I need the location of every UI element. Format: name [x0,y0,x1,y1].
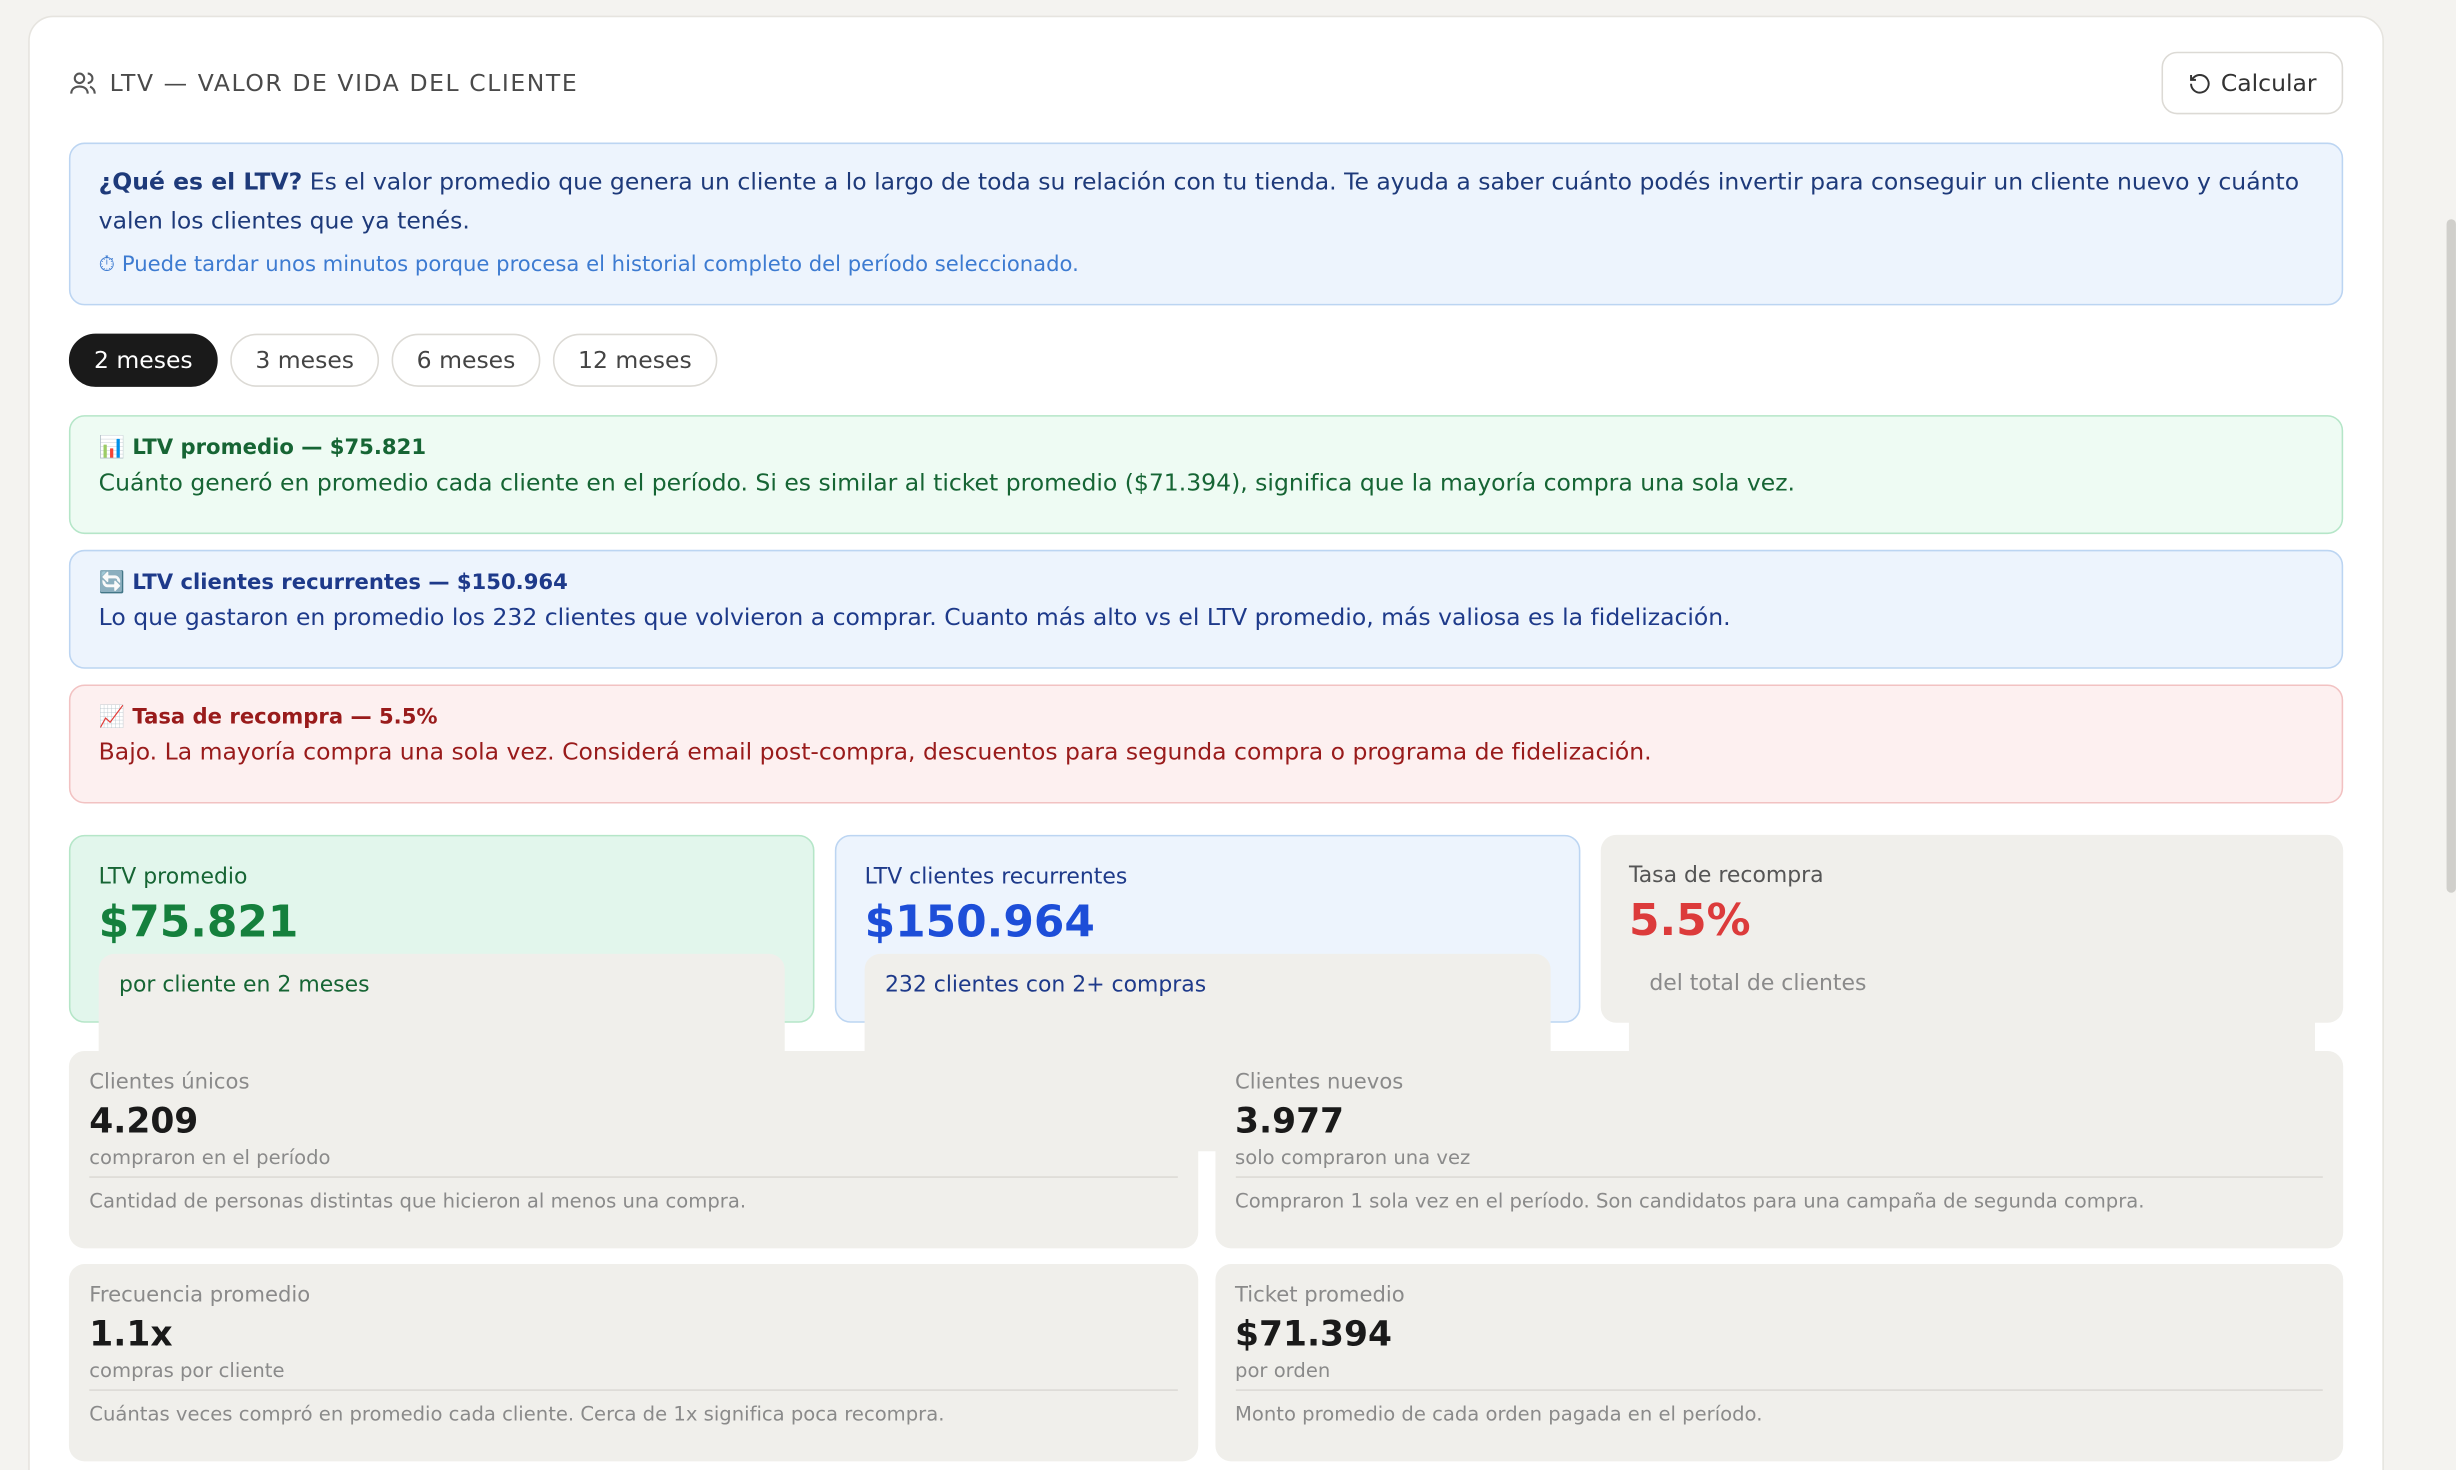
insight-text: Cuánto generó en promedio cada cliente e… [98,468,1796,497]
section-title: LTV — VALOR DE VIDA DEL CLIENTE [109,68,579,98]
stat-card: Frecuencia promedio 1.1x compras por clien… [68,1264,1198,1462]
stat-sub: solo compraron una vez [1235,1145,2323,1178]
period-selector: 2 meses 3 meses 6 meses 12 meses [68,333,2343,387]
stat-sub: compraron en el período [89,1145,1178,1178]
info-body: Es el valor promedio que genera un clien… [98,167,2300,235]
header: LTV — VALOR DE VIDA DEL CLIENTE Calcular [69,17,2344,149]
kpi-card: LTV clientes recurrentes $150.964 232 clie… [834,834,1581,1152]
period-pill[interactable]: 3 meses [230,333,380,387]
insight-alert: 📊 LTV promedio — $75.821 Cuánto generó en… [68,415,2344,535]
info-lead: ¿Qué es el LTV? [98,167,303,196]
insight-title: 📈 Tasa de recompra — 5.5% [98,704,438,730]
stat-value: 3.977 [1235,1102,1345,1142]
insight-text: Lo que gastaron en promedio los 232 clie… [98,603,1731,632]
stat-desc: Cantidad de personas distintas que hicie… [89,1188,747,1213]
stat-card: Ticket promedio $71.394 por orden Monto pro… [1214,1264,2344,1462]
stat-label: Clientes nuevos [1235,1069,1404,1095]
stat-value: 4.209 [89,1102,199,1142]
refresh-icon [2189,73,2210,93]
scrollbar[interactable] [2446,219,2456,893]
calculate-button[interactable]: Calcular [2161,51,2344,115]
insight-title: 📊 LTV promedio — $75.821 [98,435,427,461]
stat-desc: Monto promedio de cada orden pagada en e… [1235,1401,1763,1426]
period-pill[interactable]: 12 meses [552,333,717,387]
stat-label: Clientes únicos [89,1069,250,1095]
info-box: ¿Qué es el LTV? Es el valor promedio que… [68,142,2344,306]
insight-alert: 🔄 LTV clientes recurrentes — $150.964 Lo … [68,549,2344,669]
stat-card: Clientes únicos 4.209 compraron en el perí… [68,1050,1198,1249]
stat-sub: compras por cliente [89,1358,1178,1391]
stats-grid: Clientes únicos 4.209 compraron en el perí… [68,1050,2344,1462]
kpi-value: 5.5% [1628,894,1751,947]
stat-label: Frecuencia promedio [89,1282,311,1308]
stat-label: Ticket promedio [1235,1282,1405,1308]
stat-sub: por orden [1235,1358,2323,1391]
kpi-label: LTV clientes recurrentes [864,864,1128,890]
ltv-card: LTV — VALOR DE VIDA DEL CLIENTE Calcular… [28,15,2384,1470]
stat-desc: Compraron 1 sola vez en el período. Son … [1235,1188,2145,1213]
button-label[interactable]: Calcular [2220,68,2317,98]
insights: 📊 LTV promedio — $75.821 Cuánto generó en… [68,415,2344,804]
kpi-value: $150.964 [864,895,1095,948]
insight-alert: 📈 Tasa de recompra — 5.5% Bajo. La mayorí… [68,684,2344,804]
period-pill[interactable]: 6 meses [391,333,541,387]
period-pill[interactable]: 2 meses [68,333,218,387]
stat-card: Clientes nuevos 3.977 solo compraron una v… [1214,1050,2344,1249]
insight-title: 🔄 LTV clientes recurrentes — $150.964 [98,570,568,596]
kpi-card: LTV promedio $75.821 por cliente en 2 mese… [68,834,815,1152]
kpi-card: Tasa de recompra 5.5% del total de cliente… [1600,834,2344,1150]
stat-desc: Cuántas veces compró en promedio cada cl… [89,1401,945,1426]
title-row: LTV — VALOR DE VIDA DEL CLIENTE [69,69,578,97]
kpi-label: Tasa de recompra [1628,863,1824,889]
info-note: ⏱ Puede tardar unos minutos porque proce… [98,252,1079,278]
stat-value: $71.394 [1235,1315,1392,1355]
info-text: ¿Qué es el LTV? Es el valor promedio que… [99,163,2314,241]
kpi-value: $75.821 [98,895,299,948]
stat-value: 1.1x [89,1315,173,1355]
kpi-label: LTV promedio [98,864,248,890]
kpi-row: LTV promedio $75.821 por cliente en 2 mese… [68,834,2344,1152]
users-icon [70,72,96,94]
insight-text: Bajo. La mayoría compra una sola vez. Co… [98,737,1652,766]
